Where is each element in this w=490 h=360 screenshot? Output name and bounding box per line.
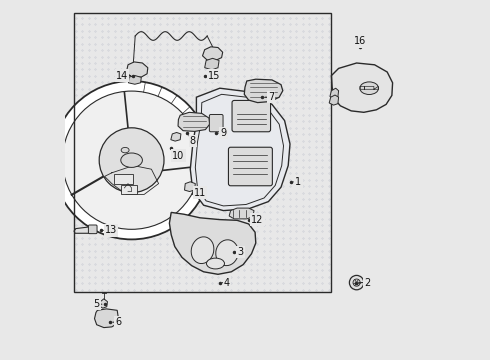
Text: 11: 11 — [194, 188, 206, 198]
Polygon shape — [171, 132, 181, 141]
Ellipse shape — [191, 237, 214, 264]
FancyBboxPatch shape — [88, 225, 97, 234]
Ellipse shape — [206, 258, 224, 269]
Polygon shape — [185, 182, 196, 192]
Text: 15: 15 — [208, 71, 220, 81]
Ellipse shape — [216, 240, 238, 266]
FancyBboxPatch shape — [228, 147, 272, 186]
Ellipse shape — [121, 148, 129, 153]
Polygon shape — [331, 63, 392, 112]
Circle shape — [63, 91, 201, 229]
Polygon shape — [190, 88, 290, 211]
Polygon shape — [95, 309, 118, 328]
Text: 10: 10 — [172, 150, 185, 161]
Polygon shape — [178, 112, 210, 131]
Text: 12: 12 — [251, 215, 264, 225]
Polygon shape — [229, 208, 254, 219]
Text: 9: 9 — [220, 128, 226, 138]
Circle shape — [353, 279, 360, 286]
Polygon shape — [170, 212, 256, 274]
Text: 16: 16 — [354, 36, 367, 46]
Polygon shape — [128, 76, 141, 84]
Polygon shape — [202, 47, 222, 60]
Text: 6: 6 — [115, 317, 122, 327]
Text: 5: 5 — [94, 299, 100, 309]
Text: 3: 3 — [238, 247, 244, 257]
Polygon shape — [330, 88, 339, 99]
Polygon shape — [126, 62, 148, 77]
FancyBboxPatch shape — [232, 100, 270, 132]
Polygon shape — [329, 95, 339, 105]
Text: 14: 14 — [116, 71, 128, 81]
FancyBboxPatch shape — [114, 174, 133, 184]
FancyBboxPatch shape — [121, 185, 137, 194]
Polygon shape — [99, 299, 107, 308]
Text: 4: 4 — [224, 278, 230, 288]
Text: 8: 8 — [190, 136, 196, 146]
Circle shape — [52, 81, 211, 239]
Text: 7: 7 — [268, 92, 274, 102]
Circle shape — [99, 128, 164, 193]
Text: 13: 13 — [105, 225, 117, 235]
Text: 1: 1 — [295, 177, 301, 187]
Circle shape — [349, 275, 364, 290]
Ellipse shape — [121, 153, 143, 167]
Polygon shape — [245, 79, 283, 103]
FancyBboxPatch shape — [209, 114, 223, 132]
Polygon shape — [74, 227, 96, 233]
Polygon shape — [205, 58, 219, 70]
Text: 2: 2 — [364, 278, 370, 288]
Ellipse shape — [360, 82, 379, 95]
